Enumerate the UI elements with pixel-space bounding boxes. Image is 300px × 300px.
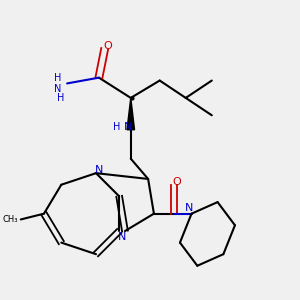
Text: O: O (173, 177, 182, 187)
Text: N: N (124, 122, 132, 132)
Text: H
N: H N (54, 73, 61, 94)
Text: H: H (112, 122, 120, 132)
Text: N: N (184, 203, 193, 213)
Text: H: H (57, 93, 64, 103)
Text: N: N (95, 165, 103, 175)
Text: CH₃: CH₃ (2, 215, 18, 224)
Polygon shape (127, 98, 134, 130)
Text: N: N (118, 232, 126, 242)
Text: O: O (103, 41, 112, 51)
